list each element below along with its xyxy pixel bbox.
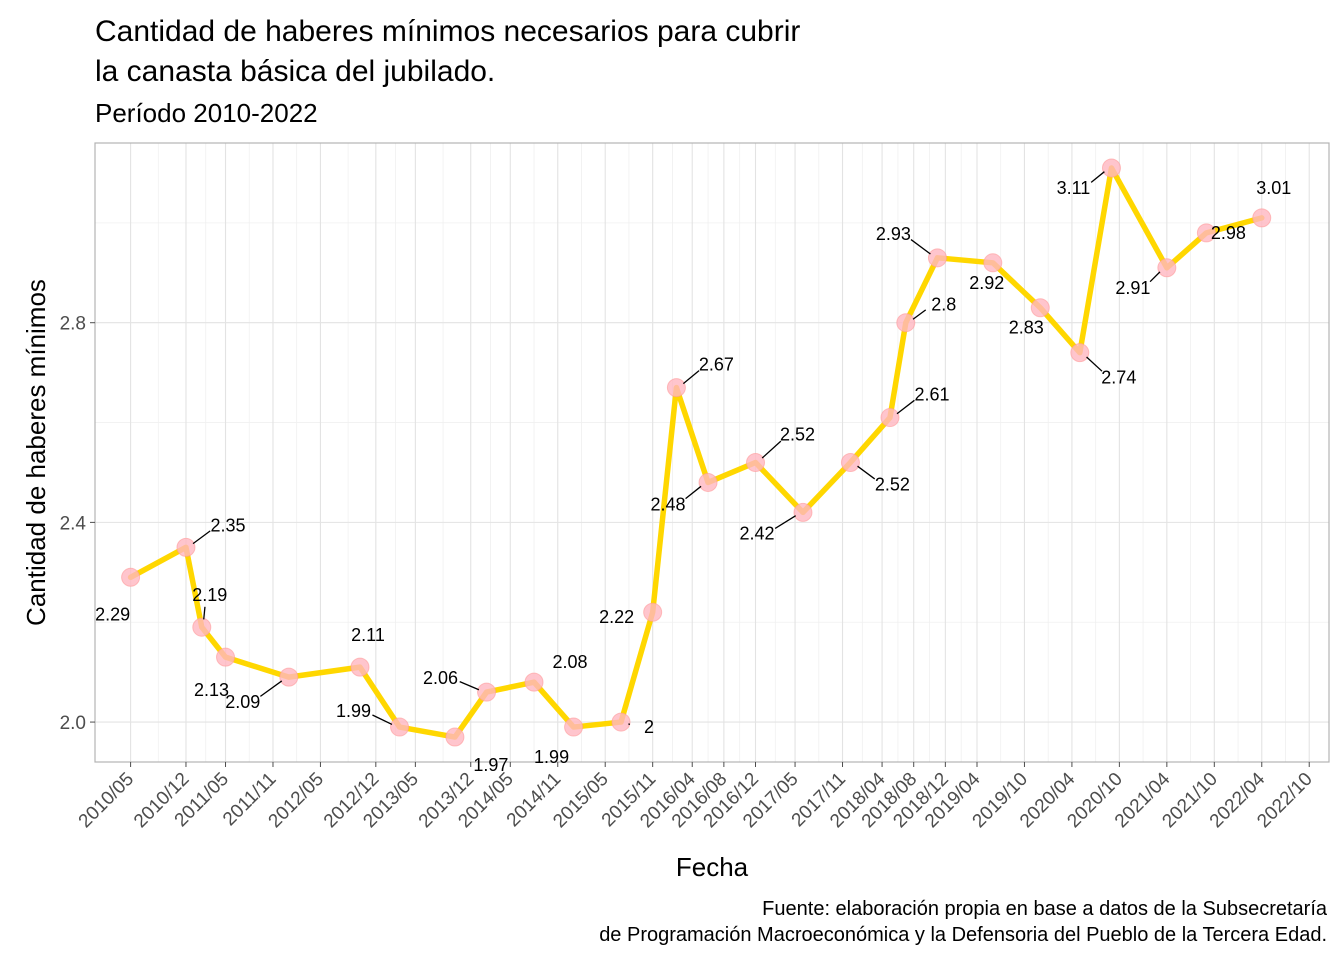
- data-point: [216, 647, 236, 667]
- label-leader-line: [372, 714, 393, 726]
- data-point: [1252, 208, 1272, 228]
- chart-caption: Fuente: elaboración propia en base a dat…: [599, 896, 1327, 948]
- label-leaders-group: [192, 171, 1161, 726]
- data-label: 1.97: [473, 755, 508, 775]
- label-leader-line: [896, 399, 915, 415]
- data-label: 2.29: [95, 604, 130, 624]
- x-tick-label: 2010/05: [75, 769, 138, 832]
- data-label: 2.93: [876, 224, 911, 244]
- data-point: [643, 602, 663, 622]
- series-line: [127, 165, 1265, 740]
- series-points-group: [121, 158, 1272, 747]
- data-point: [746, 452, 766, 472]
- data-label: 2.22: [599, 607, 634, 627]
- data-point: [192, 617, 212, 637]
- data-point: [1070, 343, 1090, 363]
- data-point: [896, 313, 916, 333]
- data-point: [477, 682, 497, 702]
- data-label: 2.19: [192, 585, 227, 605]
- data-label: 2.8: [931, 295, 956, 315]
- data-label: 1.99: [336, 701, 371, 721]
- data-label: 2.09: [225, 692, 260, 712]
- data-point: [1196, 223, 1216, 243]
- y-tick-label: 2.0: [60, 713, 86, 734]
- data-label: 1.99: [534, 747, 569, 767]
- data-point: [1157, 258, 1177, 278]
- data-point: [176, 537, 196, 557]
- data-point: [350, 657, 370, 677]
- data-point: [445, 727, 465, 747]
- data-label: 2.91: [1115, 278, 1150, 298]
- y-tick-label: 2.8: [60, 314, 86, 335]
- data-label: 2.92: [969, 273, 1004, 293]
- x-axis: 2010/052010/122011/052011/112012/052012/…: [75, 762, 1317, 832]
- series-line-group: [127, 165, 1265, 740]
- data-point: [983, 253, 1003, 273]
- data-label: 2.11: [351, 625, 385, 645]
- label-leader-line: [459, 681, 480, 691]
- label-leader-line: [912, 309, 927, 320]
- data-label: 2.61: [914, 385, 949, 405]
- data-point: [390, 717, 410, 737]
- data-point: [1030, 298, 1050, 318]
- data-label: 2.08: [552, 652, 587, 672]
- label-leader-line: [685, 485, 702, 500]
- data-point: [564, 717, 584, 737]
- y-axis-title: Cantidad de haberes mínimos: [21, 279, 51, 626]
- panel-border: [94, 142, 1330, 763]
- data-point: [840, 452, 860, 472]
- data-point: [666, 378, 686, 398]
- data-label: 2.98: [1211, 223, 1246, 243]
- chart-title-line-1: Cantidad de haberes mínimos necesarios p…: [95, 15, 801, 48]
- data-label: 2.35: [210, 515, 245, 535]
- data-label: 2.52: [780, 424, 815, 444]
- data-labels-group: 2.29 2.35 2.19 2.132.09 2.11 1.99 1.97 2.06 2.08…: [95, 178, 1291, 775]
- data-label: 2.83: [1009, 318, 1044, 338]
- data-label: 3.11: [1057, 178, 1091, 198]
- data-point: [927, 248, 947, 268]
- data-label: 2: [644, 717, 654, 737]
- data-label: 2.74: [1101, 368, 1136, 388]
- label-leader-line: [761, 440, 782, 459]
- x-axis-title: Fecha: [676, 852, 749, 882]
- chart-subtitle: Período 2010-2022: [95, 98, 318, 128]
- chart-title: Cantidad de haberes mínimos necesarios p…: [95, 12, 800, 92]
- data-point: [611, 712, 631, 732]
- data-label: 3.01: [1256, 178, 1291, 198]
- data-point: [1101, 158, 1121, 178]
- caption-line-2: de Programación Macroeconómica y la Defe…: [599, 924, 1327, 946]
- y-axis: 2.0 2.4 2.8: [60, 314, 95, 734]
- data-label: 2.42: [739, 523, 774, 543]
- label-leader-line: [1149, 271, 1161, 283]
- data-point: [121, 567, 141, 587]
- label-leader-line: [910, 239, 931, 255]
- data-point: [698, 472, 718, 492]
- data-label: 2.48: [651, 494, 686, 514]
- label-leader-line: [203, 606, 206, 620]
- minor-gridlines: [95, 143, 1329, 762]
- label-leader-line: [774, 515, 797, 529]
- data-point: [880, 408, 900, 428]
- label-leader-line: [259, 680, 283, 697]
- data-point: [793, 502, 813, 522]
- data-point: [279, 667, 299, 687]
- label-leader-line: [682, 370, 700, 385]
- data-label: 2.13: [194, 680, 229, 700]
- y-tick-label: 2.4: [60, 513, 87, 534]
- data-label: 2.06: [423, 668, 458, 688]
- caption-line-1: Fuente: elaboración propia en base a dat…: [762, 898, 1327, 920]
- label-leader-line: [1086, 356, 1103, 372]
- label-leader-line: [857, 465, 876, 480]
- label-leader-line: [192, 530, 211, 545]
- data-label: 2.52: [875, 474, 910, 494]
- label-leader-line: [1090, 171, 1105, 183]
- data-point: [524, 672, 544, 692]
- major-gridlines: [95, 143, 1329, 762]
- chart-title-line-2: la canasta básica del jubilado.: [95, 55, 496, 88]
- data-label: 2.67: [699, 355, 734, 375]
